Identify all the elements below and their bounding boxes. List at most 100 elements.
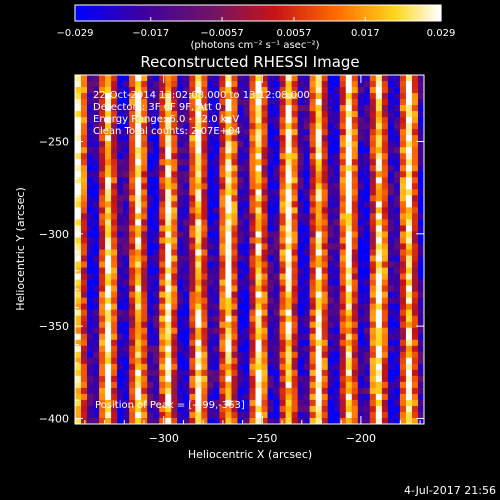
heatmap-cell bbox=[267, 327, 274, 335]
heatmap-cell bbox=[327, 99, 335, 106]
heatmap-cell bbox=[189, 117, 196, 124]
heatmap-cell bbox=[195, 357, 202, 365]
heatmap-cell bbox=[375, 105, 383, 112]
colorbar-segment bbox=[267, 5, 271, 21]
heatmap-cell bbox=[291, 321, 299, 329]
heatmap-cell bbox=[87, 141, 94, 148]
heatmap-cell bbox=[327, 171, 335, 178]
heatmap-cell bbox=[249, 207, 256, 214]
heatmap-cell bbox=[189, 153, 196, 160]
heatmap-cell bbox=[315, 321, 323, 329]
heatmap-cell bbox=[81, 411, 88, 419]
heatmap-cell bbox=[111, 393, 118, 401]
heatmap-cell bbox=[327, 369, 335, 377]
heatmap-cell bbox=[363, 315, 371, 323]
heatmap-cell bbox=[225, 411, 232, 419]
heatmap-cell bbox=[321, 333, 329, 341]
heatmap-cell bbox=[399, 105, 407, 112]
heatmap-cell bbox=[351, 153, 359, 160]
heatmap-cell bbox=[153, 117, 160, 124]
heatmap-cell bbox=[201, 165, 208, 172]
colorbar-segment bbox=[258, 5, 262, 21]
heatmap-cell bbox=[189, 291, 196, 299]
heatmap-cell bbox=[117, 261, 124, 268]
heatmap-cell bbox=[237, 225, 244, 232]
heatmap-cell bbox=[273, 381, 280, 389]
colorbar-segment bbox=[276, 5, 280, 21]
heatmap-cell bbox=[255, 237, 262, 244]
heatmap-cell bbox=[303, 75, 311, 82]
heatmap-cell bbox=[105, 81, 112, 88]
heatmap-cell bbox=[201, 297, 208, 305]
heatmap-cell bbox=[147, 249, 154, 256]
heatmap-cell bbox=[177, 81, 184, 88]
heatmap-cell bbox=[321, 387, 329, 395]
heatmap-cell bbox=[105, 183, 112, 190]
heatmap-cell bbox=[315, 375, 323, 383]
heatmap-cell bbox=[249, 243, 256, 250]
heatmap-cell bbox=[207, 99, 214, 106]
heatmap-cell bbox=[231, 75, 238, 82]
heatmap-cell bbox=[327, 237, 335, 244]
heatmap-cell bbox=[153, 375, 160, 383]
heatmap-cell bbox=[297, 351, 305, 359]
heatmap-cell bbox=[123, 99, 130, 106]
heatmap-cell bbox=[225, 117, 232, 124]
heatmap-cell bbox=[237, 387, 244, 395]
heatmap-cell bbox=[231, 93, 238, 100]
heatmap-cell bbox=[363, 243, 371, 250]
heatmap-cell bbox=[111, 231, 118, 238]
heatmap-cell bbox=[81, 75, 88, 82]
heatmap-cell bbox=[381, 231, 389, 238]
heatmap-cell bbox=[405, 393, 413, 401]
heatmap-cell bbox=[99, 183, 106, 190]
heatmap-cell bbox=[159, 357, 166, 365]
heatmap-cell bbox=[231, 117, 238, 124]
heatmap-cell bbox=[393, 411, 401, 419]
heatmap-cell bbox=[417, 417, 425, 425]
heatmap-cell bbox=[237, 195, 244, 202]
heatmap-cell bbox=[219, 291, 226, 299]
heatmap-cell bbox=[411, 237, 419, 244]
heatmap-cell bbox=[75, 225, 82, 232]
heatmap-cell bbox=[87, 111, 94, 118]
heatmap-cell bbox=[123, 321, 130, 329]
colorbar-tick-label: 0.0057 bbox=[276, 28, 311, 39]
heatmap-cell bbox=[243, 291, 250, 299]
heatmap-cell bbox=[99, 117, 106, 124]
heatmap-cell bbox=[399, 171, 407, 178]
heatmap-cell bbox=[207, 81, 214, 88]
heatmap-cell bbox=[117, 129, 124, 136]
heatmap-cell bbox=[81, 363, 88, 371]
heatmap-cell bbox=[261, 171, 268, 178]
heatmap-cell bbox=[87, 387, 94, 395]
heatmap-cell bbox=[183, 123, 190, 130]
heatmap-cell bbox=[201, 147, 208, 154]
heatmap-cell bbox=[159, 165, 166, 172]
heatmap-cell bbox=[207, 117, 214, 124]
heatmap-cell bbox=[291, 141, 299, 148]
heatmap-cell bbox=[261, 387, 268, 395]
heatmap-cell bbox=[165, 249, 172, 256]
heatmap-cell bbox=[183, 393, 190, 401]
heatmap-cell bbox=[153, 81, 160, 88]
heatmap-cell bbox=[165, 285, 172, 293]
heatmap-cell bbox=[159, 147, 166, 154]
heatmap-cell bbox=[261, 183, 268, 190]
heatmap-cell bbox=[321, 405, 329, 413]
heatmap-cell bbox=[261, 309, 268, 317]
heatmap-cell bbox=[207, 183, 214, 190]
heatmap-cell bbox=[189, 237, 196, 244]
heatmap-cell bbox=[249, 117, 256, 124]
heatmap-cell bbox=[123, 147, 130, 154]
heatmap-cell bbox=[129, 411, 136, 419]
heatmap-cell bbox=[243, 93, 250, 100]
heatmap-cell bbox=[387, 249, 395, 256]
heatmap-cell bbox=[105, 339, 112, 347]
heatmap-cell bbox=[369, 261, 377, 268]
heatmap-cell bbox=[363, 285, 371, 293]
heatmap-cell bbox=[231, 237, 238, 244]
heatmap-cell bbox=[129, 417, 136, 425]
heatmap-cell bbox=[207, 141, 214, 148]
heatmap-cell bbox=[129, 165, 136, 172]
